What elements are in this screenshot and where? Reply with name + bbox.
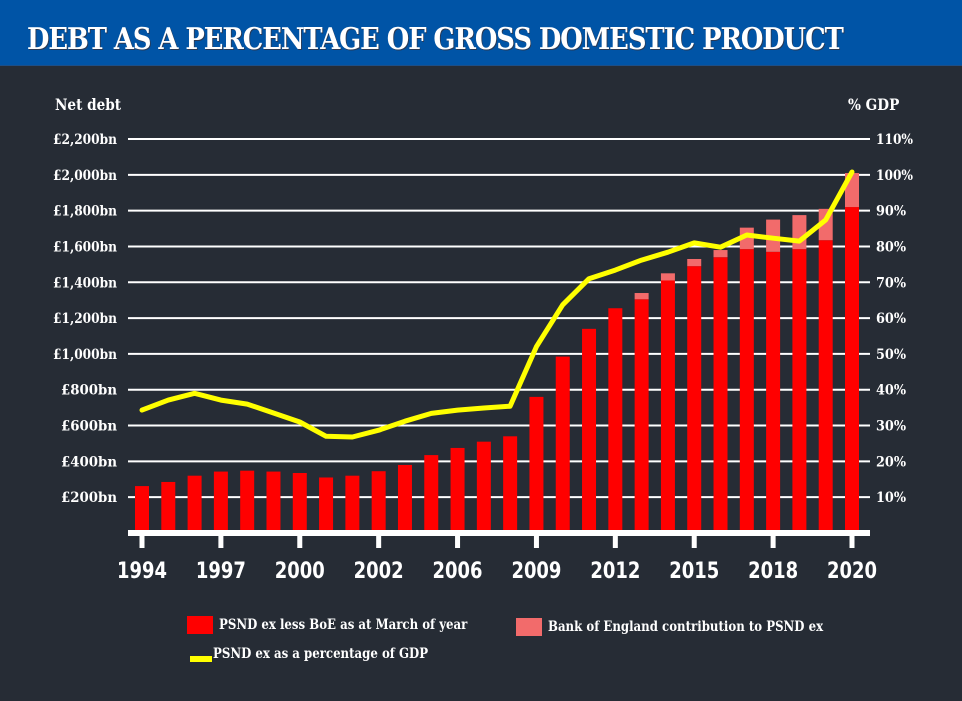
chart-title: DEBT AS A PERCENTAGE OF GROSS DOMESTIC P… — [27, 22, 844, 57]
legend-item-psnd-less-boe: PSND ex less BoE as at March of year — [187, 616, 515, 634]
yellow-line-icon — [190, 656, 212, 662]
right-tick-label: 70% — [876, 275, 906, 291]
bar-psnd-less-boe — [397, 464, 412, 533]
left-tick-label: £1,800bn — [53, 204, 117, 220]
x-tick-mark — [139, 535, 145, 548]
bar-psnd-less-boe — [555, 356, 570, 533]
right-tick-label: 50% — [876, 347, 906, 363]
right-tick-label: 60% — [876, 311, 906, 327]
bar-psnd-less-boe — [345, 475, 360, 533]
left-tick-label: £600bn — [61, 419, 117, 435]
bar-boe-contribution — [713, 250, 728, 258]
bar-psnd-less-boe — [529, 396, 544, 533]
bar-psnd-less-boe — [476, 441, 491, 533]
x-tick-label: 2015 — [669, 559, 719, 584]
x-tick-mark — [612, 535, 618, 548]
left-tick-label: £400bn — [61, 454, 117, 470]
bar-boe-contribution — [687, 258, 702, 267]
x-tick-mark — [297, 535, 303, 548]
left-tick-label: £1,400bn — [53, 275, 117, 291]
bar-psnd-less-boe — [608, 308, 623, 533]
bar-psnd-less-boe — [766, 251, 781, 533]
header-banner: DEBT AS A PERCENTAGE OF GROSS DOMESTIC P… — [0, 0, 962, 66]
left-tick-label: £1,000bn — [53, 347, 117, 363]
bar-psnd-less-boe — [371, 471, 386, 533]
bar-psnd-less-boe — [503, 436, 518, 533]
bar-psnd-less-boe — [240, 470, 255, 533]
left-axis-title: Net debt — [55, 95, 122, 114]
x-tick-label: 1997 — [196, 559, 246, 584]
left-tick-label: £2,200bn — [53, 132, 117, 148]
left-tick-label: £1,200bn — [53, 311, 117, 327]
bar-psnd-less-boe — [818, 240, 833, 533]
x-axis: 1994 1997 2000 2002 2006 2009 2012 2015 2018 2020 — [117, 530, 877, 584]
bar-psnd-less-boe — [213, 471, 228, 533]
bar-psnd-less-boe — [792, 249, 807, 533]
right-tick-label: 110% — [876, 132, 913, 148]
x-tick-mark — [849, 535, 855, 548]
bar-psnd-less-boe — [135, 486, 149, 533]
legend-item-gdp-percentage: PSND ex as a percentage of GDP — [190, 646, 469, 662]
legend-label: PSND ex less BoE as at March of year — [219, 617, 468, 633]
bar-psnd-less-boe — [845, 207, 859, 533]
right-tick-label: 30% — [876, 419, 906, 435]
bar-psnd-less-boe — [292, 473, 307, 533]
x-tick-mark — [533, 535, 539, 548]
right-tick-label: 10% — [876, 490, 906, 506]
bar-psnd-less-boe — [660, 280, 675, 533]
right-axis-title: % GDP — [848, 95, 900, 114]
x-tick-mark — [691, 535, 697, 548]
legend-item-boe-contribution: Bank of England contribution to PSND ex — [516, 618, 876, 636]
left-axis-ticks: £200bn £400bn £600bn £800bn £1,000bn £1,200bn… — [53, 132, 117, 506]
bar-psnd-less-boe — [319, 477, 334, 533]
pink-swatch-icon — [516, 618, 542, 636]
bar-psnd-less-boe — [713, 257, 728, 533]
left-tick-label: £1,600bn — [53, 239, 117, 255]
x-tick-label: 2018 — [748, 559, 798, 584]
left-tick-label: £800bn — [61, 383, 117, 399]
bar-boe-contribution — [660, 273, 675, 281]
legend-label: Bank of England contribution to PSND ex — [548, 619, 824, 635]
x-tick-label: 1994 — [117, 559, 167, 584]
bar-boe-contribution — [634, 293, 649, 300]
x-tick-mark — [770, 535, 776, 548]
x-tick-label: 2012 — [590, 559, 640, 584]
x-tick-label: 2002 — [354, 559, 404, 584]
x-tick-label: 2000 — [275, 559, 325, 584]
bar-psnd-less-boe — [739, 249, 754, 533]
legend-label: PSND ex as a percentage of GDP — [213, 646, 429, 662]
gridlines — [128, 138, 870, 499]
left-tick-label: £2,000bn — [53, 168, 117, 184]
x-tick-mark — [455, 535, 461, 548]
x-tick-label: 2009 — [511, 559, 561, 584]
bar-psnd-less-boe — [450, 447, 465, 533]
left-tick-label: £200bn — [61, 490, 117, 506]
right-tick-label: 40% — [876, 383, 906, 399]
gdp-line — [139, 169, 855, 440]
bar-psnd-less-boe — [687, 266, 702, 533]
right-tick-label: 90% — [876, 204, 906, 220]
bar-psnd-less-boe — [266, 471, 281, 533]
bar-psnd-less-boe — [187, 475, 202, 533]
x-tick-mark — [376, 535, 382, 548]
bar-psnd-less-boe — [634, 299, 649, 533]
x-tick-label: 2006 — [433, 559, 483, 584]
bar-boe-contribution — [792, 215, 807, 250]
red-swatch-icon — [187, 616, 213, 634]
x-tick-mark — [218, 535, 224, 548]
x-axis-line — [128, 530, 870, 536]
right-axis-ticks: 10% 20% 30% 40% 50% 60% 70% 80% 90% 100% 110% — [876, 132, 913, 506]
bar-psnd-less-boe — [582, 328, 597, 533]
right-tick-label: 20% — [876, 454, 906, 470]
gdp-percentage-line — [139, 169, 855, 440]
right-tick-label: 100% — [876, 168, 913, 184]
x-tick-label: 2020 — [827, 559, 877, 584]
bar-psnd-less-boe — [161, 481, 176, 533]
bars — [135, 173, 859, 533]
bar-psnd-less-boe — [424, 455, 439, 533]
right-tick-label: 80% — [876, 239, 906, 255]
